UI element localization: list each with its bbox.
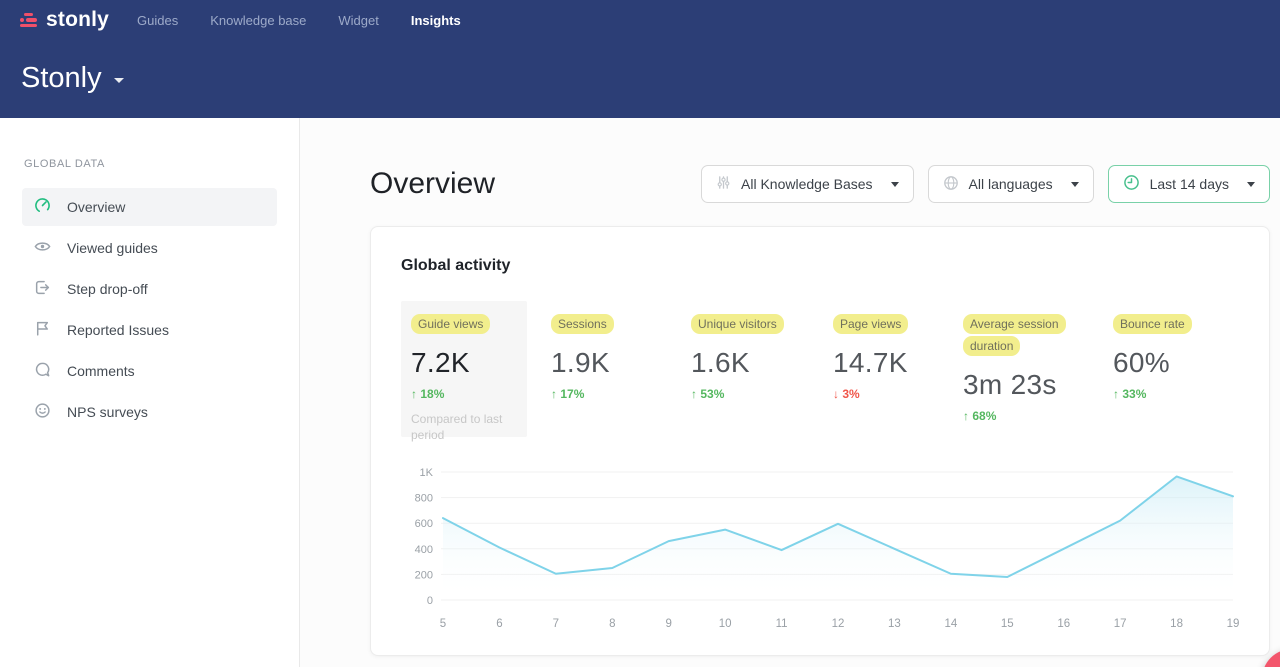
sidebar-item-reported-issues[interactable]: Reported Issues — [22, 311, 277, 349]
metric-delta: ↑ 17% — [551, 387, 585, 401]
svg-text:7: 7 — [553, 618, 559, 630]
metric-delta: ↑ 53% — [691, 387, 725, 401]
metric-value: 1.9K — [551, 347, 610, 378]
clock-icon — [1123, 174, 1140, 194]
sidebar-item-nps-surveys[interactable]: NPS surveys — [22, 393, 277, 431]
metric-label: Page views — [833, 314, 909, 334]
metric-value: 60% — [1113, 347, 1170, 378]
activity-area-chart: 1K 800 600 400 200 0 5 6 7 8 9 10 11 12 13 14 15 16 17 18 19 — [401, 459, 1240, 641]
metric-value: 7.2K — [411, 347, 470, 378]
sidebar-item-label: Comments — [67, 363, 135, 379]
metric-label: Bounce rate — [1113, 314, 1192, 334]
nav-item-insights[interactable]: Insights — [410, 12, 461, 28]
svg-text:1K: 1K — [420, 467, 434, 479]
sidebar-item-label: Overview — [67, 199, 126, 215]
svg-text:12: 12 — [832, 618, 845, 630]
metric-value: 14.7K — [833, 347, 908, 378]
filters: All Knowledge Bases All languages — [701, 165, 1270, 203]
stonly-logo-icon — [20, 12, 38, 28]
svg-text:19: 19 — [1227, 618, 1240, 630]
metric-avg-session-duration: Average session duration 3m 23s ↑ 68% — [963, 301, 1113, 437]
sidebar: GLOBAL DATA Overview Viewed guides — [0, 118, 300, 667]
date-range-filter[interactable]: Last 14 days — [1107, 165, 1270, 203]
metric-label: Average session duration — [963, 314, 1066, 356]
svg-text:11: 11 — [776, 618, 788, 630]
main-content: Overview All Knowledge Bases — [300, 118, 1280, 667]
metric-page-views: Page views 14.7K ↓ 3% — [833, 301, 963, 437]
gauge-icon — [34, 197, 51, 217]
chevron-down-icon — [1070, 181, 1079, 187]
sidebar-item-label: Viewed guides — [67, 240, 158, 256]
languages-filter-value: All languages — [968, 176, 1053, 192]
sidebar-section-label: GLOBAL DATA — [24, 158, 105, 170]
global-activity-card: Global activity Guide views 7.2K ↑ 18% C… — [370, 226, 1270, 656]
metric-unique-visitors: Unique visitors 1.6K ↑ 53% — [691, 301, 833, 437]
svg-text:5: 5 — [440, 618, 446, 630]
svg-text:200: 200 — [415, 569, 433, 581]
top-navigation: stonly Guides Knowledge base Widget Insi… — [0, 0, 1280, 40]
languages-filter[interactable]: All languages — [927, 165, 1094, 203]
metric-bounce-rate: Bounce rate 60% ↑ 33% — [1113, 301, 1239, 437]
nav-items: Guides Knowledge base Widget Insights — [137, 13, 461, 28]
svg-text:400: 400 — [415, 544, 433, 556]
svg-text:18: 18 — [1170, 618, 1183, 630]
chevron-down-icon — [890, 181, 899, 187]
svg-text:9: 9 — [666, 618, 672, 630]
svg-text:13: 13 — [888, 618, 901, 630]
svg-text:6: 6 — [496, 618, 502, 630]
metric-delta: ↑ 18% — [411, 387, 445, 401]
svg-text:800: 800 — [415, 493, 433, 505]
metrics-row: Guide views 7.2K ↑ 18% Compared to last … — [401, 301, 1239, 442]
page-title: Overview — [370, 167, 496, 200]
metric-label: Guide views — [411, 314, 491, 334]
metric-label: Sessions — [551, 314, 614, 334]
metric-delta: ↓ 3% — [833, 387, 860, 401]
sidebar-item-label: Reported Issues — [67, 322, 169, 338]
sidebar-item-overview[interactable]: Overview — [22, 188, 277, 226]
metric-guide-views: Guide views 7.2K ↑ 18% Compared to last … — [401, 301, 527, 442]
svg-text:0: 0 — [427, 595, 433, 607]
metric-value: 3m 23s — [963, 369, 1057, 400]
stonly-logo-text: stonly — [46, 8, 110, 31]
svg-text:16: 16 — [1057, 618, 1070, 630]
chevron-down-icon — [1247, 181, 1255, 187]
sidebar-item-comments[interactable]: Comments — [22, 352, 277, 390]
stonly-logo[interactable]: stonly — [20, 8, 109, 32]
sidebar-item-label: NPS surveys — [67, 404, 148, 420]
date-range-filter-value: Last 14 days — [1149, 176, 1229, 192]
metric-sessions: Sessions 1.9K ↑ 17% — [551, 301, 691, 437]
workspace-selector[interactable]: Stonly — [21, 62, 124, 95]
sliders-icon — [716, 175, 731, 193]
metric-delta: ↑ 33% — [1113, 387, 1147, 401]
sidebar-item-step-drop-off[interactable]: Step drop-off — [22, 270, 277, 308]
chevron-down-icon — [113, 78, 124, 83]
app-header: stonly Guides Knowledge base Widget Insi… — [0, 0, 1280, 118]
workspace-title: Stonly — [21, 62, 102, 94]
svg-text:14: 14 — [944, 618, 957, 630]
svg-text:10: 10 — [719, 618, 732, 630]
comment-icon — [34, 361, 51, 381]
eye-icon — [34, 238, 51, 258]
metric-delta: ↑ 68% — [963, 409, 997, 423]
card-title: Global activity — [401, 257, 511, 274]
metric-label: Unique visitors — [691, 314, 784, 334]
knowledge-bases-filter-value: All Knowledge Bases — [741, 176, 873, 192]
nav-item-widget[interactable]: Widget — [338, 12, 379, 28]
nav-item-guides[interactable]: Guides — [137, 12, 179, 28]
knowledge-bases-filter[interactable]: All Knowledge Bases — [701, 165, 914, 203]
svg-text:17: 17 — [1114, 618, 1127, 630]
svg-text:15: 15 — [1001, 618, 1014, 630]
svg-text:600: 600 — [415, 518, 433, 530]
step-exit-icon — [34, 279, 51, 299]
svg-text:8: 8 — [609, 618, 615, 630]
metric-value: 1.6K — [691, 347, 750, 378]
globe-icon — [943, 175, 959, 194]
metric-note: Compared to last period — [411, 412, 503, 442]
nav-item-knowledge-base[interactable]: Knowledge base — [210, 12, 307, 28]
smiley-icon — [34, 402, 51, 422]
flag-icon — [34, 320, 51, 340]
sidebar-item-viewed-guides[interactable]: Viewed guides — [22, 229, 277, 267]
sidebar-item-label: Step drop-off — [67, 281, 148, 297]
